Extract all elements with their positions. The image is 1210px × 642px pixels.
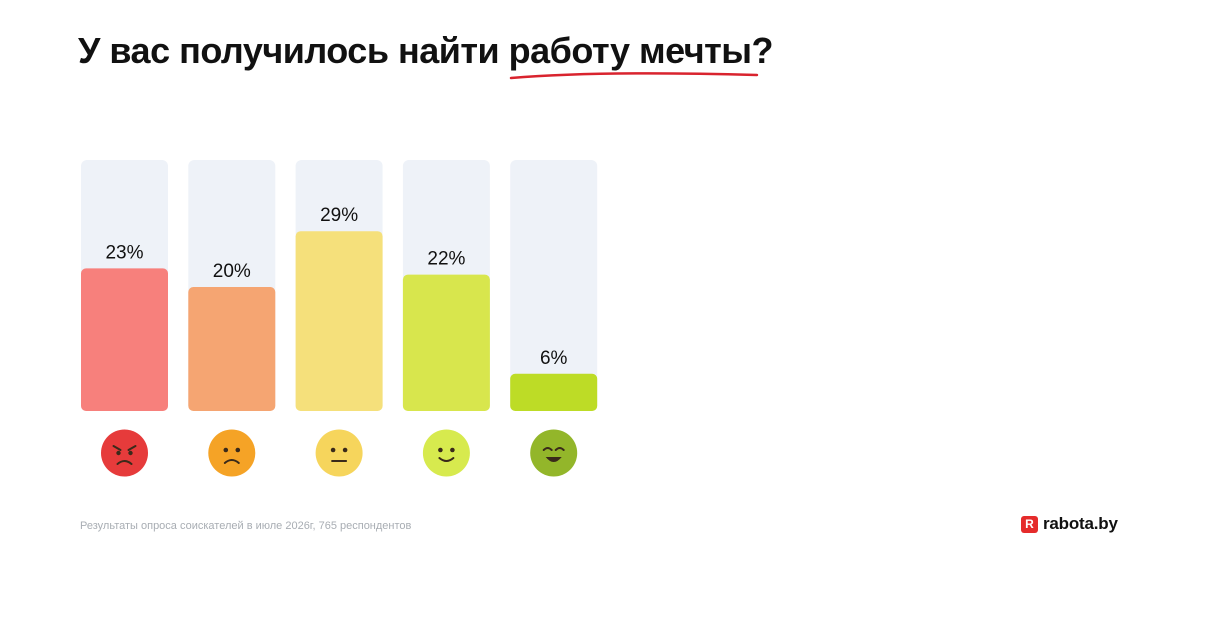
emoji-feature bbox=[223, 459, 240, 464]
emoji-feature bbox=[116, 460, 133, 465]
neutral-face-icon bbox=[315, 429, 363, 477]
bar-smile bbox=[402, 274, 490, 411]
logo-text: rabota.by bbox=[1043, 514, 1118, 533]
emoji-eye bbox=[330, 447, 336, 453]
title-question-mark: ? bbox=[751, 30, 774, 71]
smiling-face-icon bbox=[422, 429, 470, 477]
bar-grin bbox=[510, 373, 598, 411]
emoji-eye bbox=[235, 447, 241, 453]
emoji-eye bbox=[223, 447, 229, 453]
emoji-eye bbox=[342, 447, 348, 453]
emoji-feature bbox=[127, 445, 137, 451]
survey-footnote: Результаты опроса соискателей в июле 202… bbox=[80, 520, 412, 532]
angry-face-icon bbox=[101, 429, 148, 477]
bar-neutral bbox=[295, 231, 383, 411]
emoji-feature bbox=[554, 447, 565, 451]
bar-value-label: 29% bbox=[320, 205, 358, 226]
emoji-face bbox=[422, 429, 470, 477]
bar-angry bbox=[81, 268, 168, 411]
rabota-logo[interactable]: R rabota.by bbox=[1021, 514, 1118, 534]
emoji-feature bbox=[542, 447, 553, 451]
sad-face-icon bbox=[208, 429, 256, 477]
title-highlight: работу мечты bbox=[508, 30, 758, 80]
bar-value-label: 22% bbox=[427, 249, 465, 270]
bar-value-label: 20% bbox=[213, 261, 251, 282]
chart-title: У вас получилось найти работу мечты? bbox=[78, 30, 774, 80]
emoji-feature bbox=[438, 457, 455, 462]
emoji-eye bbox=[438, 447, 443, 453]
logo-mark-icon: R bbox=[1021, 515, 1038, 533]
emoji-mouth bbox=[545, 457, 562, 462]
title-text: У вас получилось найти bbox=[78, 30, 509, 71]
bar-track bbox=[510, 160, 598, 411]
grinning-face-icon bbox=[530, 429, 578, 477]
emoji-eye bbox=[128, 450, 133, 456]
bar-value-label: 23% bbox=[105, 242, 143, 263]
emoji-eye bbox=[116, 450, 121, 456]
emoji-face bbox=[315, 429, 363, 477]
bar-sad bbox=[188, 287, 276, 411]
bar-value-label: 6% bbox=[540, 348, 568, 369]
emoji-face bbox=[101, 429, 148, 477]
emoji-feature bbox=[112, 445, 122, 451]
emoji-eye bbox=[450, 447, 455, 453]
emoji-face bbox=[530, 429, 578, 477]
title-underline bbox=[509, 72, 758, 80]
emoji-face bbox=[208, 429, 256, 477]
title-highlight-text: работу мечты bbox=[508, 30, 752, 71]
bar-chart: 23% 20% 29% 22% 6% bbox=[81, 160, 598, 477]
